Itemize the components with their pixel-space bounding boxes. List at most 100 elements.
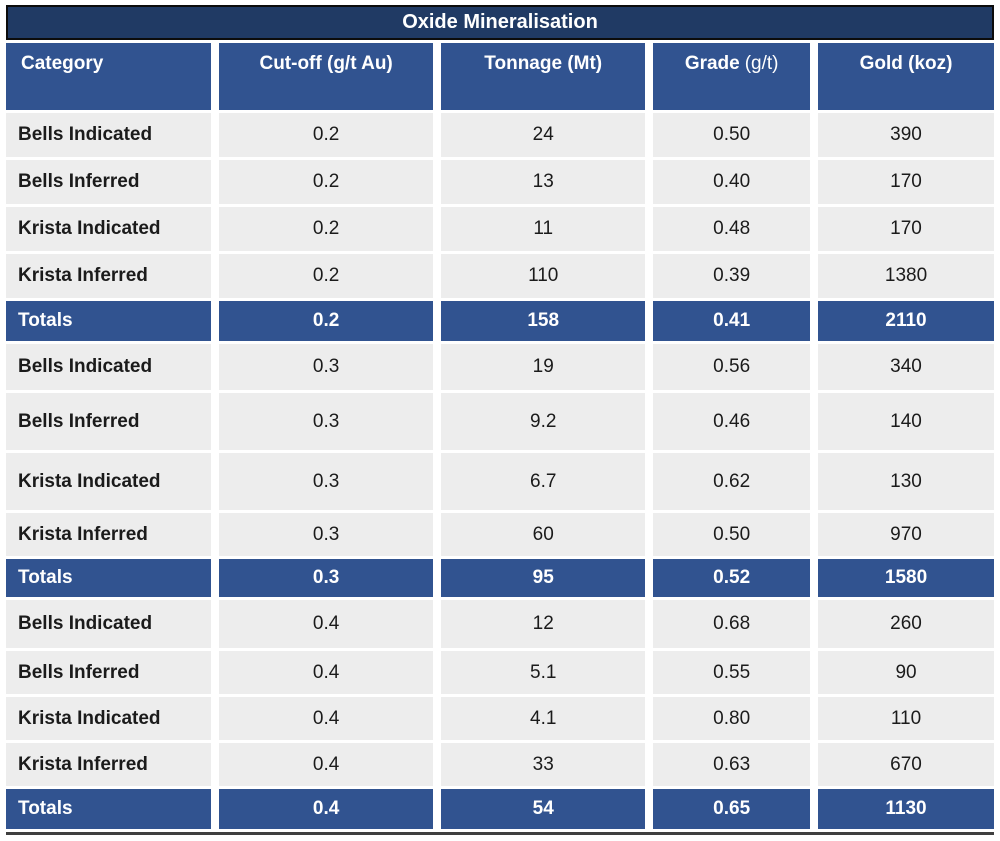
value-cell: 0.39 (653, 254, 811, 298)
value-cell: 19 (441, 344, 646, 390)
table-title-text: Oxide Mineralisation (402, 11, 598, 33)
column-header-unit: (g/t) (744, 53, 779, 74)
value-cell: 0.63 (653, 743, 811, 786)
table-row: Krista Indicated 0.4 4.1 0.80 110 (6, 697, 994, 740)
value-cell: 0.2 (219, 301, 434, 341)
category-cell: Bells Indicated (6, 344, 212, 390)
table-row: Bells Indicated 0.3 19 0.56 340 (6, 344, 994, 390)
totals-label-cell: Totals (6, 789, 212, 829)
value-cell: 0.56 (653, 344, 811, 390)
value-cell: 390 (818, 113, 994, 157)
value-cell: 0.3 (219, 344, 434, 390)
table-row: Krista Inferred 0.2 110 0.39 1380 (6, 254, 994, 298)
totals-label-cell: Totals (6, 301, 212, 341)
table-row: Bells Inferred 0.2 13 0.40 170 (6, 160, 994, 204)
totals-row: Totals 0.2 158 0.41 2110 (6, 301, 994, 341)
value-cell: 110 (441, 254, 646, 298)
column-header-grade: Grade (g/t) (653, 43, 811, 110)
value-cell: 0.40 (653, 160, 811, 204)
value-cell: 0.62 (653, 453, 811, 510)
value-cell: 0.55 (653, 651, 811, 694)
value-cell: 1380 (818, 254, 994, 298)
value-cell: 12 (441, 600, 646, 648)
value-cell: 0.3 (219, 393, 434, 450)
table-row: Bells Indicated 0.4 12 0.68 260 (6, 600, 994, 648)
value-cell: 6.7 (441, 453, 646, 510)
category-cell: Bells Indicated (6, 600, 212, 648)
value-cell: 9.2 (441, 393, 646, 450)
value-cell: 158 (441, 301, 646, 341)
value-cell: 0.2 (219, 207, 434, 251)
table-header-row: Category Cut-off (g/t Au) Tonnage (Mt) G… (6, 43, 994, 110)
value-cell: 130 (818, 453, 994, 510)
value-cell: 54 (441, 789, 646, 829)
category-cell: Bells Inferred (6, 393, 212, 450)
totals-label-cell: Totals (6, 559, 212, 597)
value-cell: 0.41 (653, 301, 811, 341)
value-cell: 60 (441, 513, 646, 556)
value-cell: 0.4 (219, 600, 434, 648)
value-cell: 0.2 (219, 254, 434, 298)
category-cell: Krista Inferred (6, 513, 212, 556)
value-cell: 170 (818, 160, 994, 204)
column-header-label: Category (21, 53, 104, 74)
value-cell: 90 (818, 651, 994, 694)
table-row: Bells Inferred 0.4 5.1 0.55 90 (6, 651, 994, 694)
value-cell: 0.2 (219, 160, 434, 204)
column-header-gold: Gold (koz) (818, 43, 994, 110)
table-row: Krista Indicated 0.2 11 0.48 170 (6, 207, 994, 251)
table-bottom-border (6, 832, 994, 835)
table-row: Krista Indicated 0.3 6.7 0.62 130 (6, 453, 994, 510)
column-header-label: Grade (684, 53, 740, 74)
value-cell: 670 (818, 743, 994, 786)
value-cell: 4.1 (441, 697, 646, 740)
value-cell: 24 (441, 113, 646, 157)
value-cell: 0.2 (219, 113, 434, 157)
category-cell: Bells Inferred (6, 160, 212, 204)
value-cell: 0.48 (653, 207, 811, 251)
category-cell: Krista Indicated (6, 697, 212, 740)
totals-row: Totals 0.4 54 0.65 1130 (6, 789, 994, 829)
column-header-tonnage: Tonnage (Mt) (441, 43, 646, 110)
category-cell: Krista Indicated (6, 207, 212, 251)
value-cell: 5.1 (441, 651, 646, 694)
value-cell: 0.65 (653, 789, 811, 829)
value-cell: 0.46 (653, 393, 811, 450)
table-body: Bells Indicated 0.2 24 0.50 390 Bells Inferre… (6, 113, 994, 829)
value-cell: 970 (818, 513, 994, 556)
value-cell: 0.4 (219, 743, 434, 786)
totals-row: Totals 0.3 95 0.52 1580 (6, 559, 994, 597)
column-header-cutoff: Cut-off (g/t Au) (219, 43, 434, 110)
value-cell: 13 (441, 160, 646, 204)
value-cell: 11 (441, 207, 646, 251)
value-cell: 0.3 (219, 453, 434, 510)
value-cell: 0.80 (653, 697, 811, 740)
value-cell: 110 (818, 697, 994, 740)
value-cell: 0.4 (219, 651, 434, 694)
value-cell: 1580 (818, 559, 994, 597)
value-cell: 340 (818, 344, 994, 390)
category-cell: Krista Inferred (6, 254, 212, 298)
table-row: Krista Inferred 0.3 60 0.50 970 (6, 513, 994, 556)
value-cell: 33 (441, 743, 646, 786)
value-cell: 170 (818, 207, 994, 251)
category-cell: Bells Indicated (6, 113, 212, 157)
value-cell: 140 (818, 393, 994, 450)
column-header-category: Category (6, 43, 212, 110)
value-cell: 0.3 (219, 559, 434, 597)
category-cell: Krista Indicated (6, 453, 212, 510)
value-cell: 95 (441, 559, 646, 597)
table-row: Krista Inferred 0.4 33 0.63 670 (6, 743, 994, 786)
value-cell: 0.50 (653, 113, 811, 157)
category-cell: Krista Inferred (6, 743, 212, 786)
oxide-mineralisation-table: Oxide Mineralisation Category Cut-off (g… (6, 5, 994, 835)
value-cell: 0.4 (219, 697, 434, 740)
column-header-label: Cut-off (g/t Au) (259, 53, 393, 74)
value-cell: 0.68 (653, 600, 811, 648)
table-row: Bells Inferred 0.3 9.2 0.46 140 (6, 393, 994, 450)
value-cell: 0.4 (219, 789, 434, 829)
table-row: Bells Indicated 0.2 24 0.50 390 (6, 113, 994, 157)
column-header-label: Tonnage (Mt) (484, 53, 603, 74)
table-title: Oxide Mineralisation (6, 5, 994, 40)
value-cell: 0.3 (219, 513, 434, 556)
